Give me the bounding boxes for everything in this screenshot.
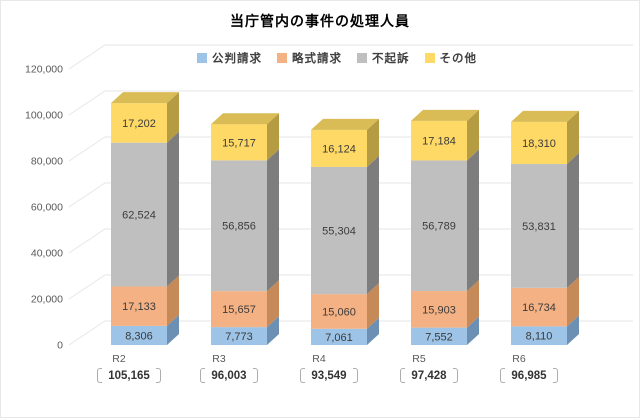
bar-segment-front — [411, 327, 467, 345]
legend-label: 公判請求 — [212, 53, 262, 65]
data-label: 55,304 — [322, 226, 356, 238]
bar-top-face — [211, 113, 279, 125]
y-tick-label: 120,000 — [25, 64, 63, 76]
bar-segment-front — [211, 124, 267, 161]
bar-segment-front — [311, 294, 367, 329]
data-label: 56,789 — [422, 221, 456, 233]
legend-item-1: 略式請求 — [277, 50, 342, 66]
legend-swatch-icon — [197, 53, 207, 63]
bar-segment-side — [367, 118, 379, 167]
bar-segment-front — [311, 328, 367, 345]
legend-label: その他 — [439, 53, 477, 65]
data-label: 7,552 — [425, 331, 453, 343]
data-label: 56,856 — [222, 221, 256, 233]
legend-label: 略式請求 — [292, 53, 342, 65]
legend-item-3: その他 — [424, 50, 478, 66]
bar-segment-front — [111, 103, 167, 143]
bar-segment-side — [267, 280, 279, 328]
legend-swatch-icon — [357, 53, 367, 63]
data-label: 15,060 — [322, 306, 356, 318]
bar-segment-side — [467, 149, 479, 292]
chart-title: 当庁管内の事件の処理人員 — [230, 13, 410, 29]
bar-segment-side — [267, 113, 279, 161]
bar-segment-side — [567, 110, 579, 165]
bar-segment-side — [167, 131, 179, 287]
bar-segment-side — [567, 153, 579, 288]
bar-segment-front — [511, 326, 567, 345]
data-label: 7,061 — [325, 332, 353, 344]
legend-swatch-icon — [424, 53, 435, 63]
bar-segment-front — [111, 325, 167, 345]
chart-legend: 公判請求 略式請求 不起訴 その他 — [33, 50, 639, 66]
bar-segment-front — [111, 286, 167, 326]
bar-segment-side — [567, 276, 579, 327]
data-label: 16,124 — [322, 143, 356, 155]
bar-segment-front — [511, 287, 567, 327]
bar-segment-front — [411, 291, 467, 328]
data-label: 17,202 — [122, 118, 156, 130]
data-label: 15,657 — [222, 304, 256, 316]
bar-segment-side — [367, 317, 379, 345]
bar-top-face — [111, 92, 179, 104]
y-tick-label: 20,000 — [31, 294, 63, 306]
bar-top-face — [311, 118, 379, 130]
bar-segment-side — [467, 280, 479, 328]
bar-segment-front — [411, 120, 467, 161]
y-tick-label: 0 — [57, 340, 63, 352]
bar-segment-side — [367, 155, 379, 295]
bar-segment-front — [511, 164, 567, 288]
bar-segment-front — [111, 142, 167, 287]
data-label: 53,831 — [522, 221, 556, 233]
data-label: 16,734 — [522, 302, 556, 314]
data-label: 15,717 — [222, 137, 256, 149]
bar-segment-front — [511, 121, 567, 165]
y-tick-label: 40,000 — [31, 248, 63, 260]
bar-segment-front — [211, 327, 267, 345]
bar-segment-front — [411, 160, 467, 292]
data-label: 62,524 — [122, 210, 156, 222]
bar-segment-side — [467, 109, 479, 161]
bar-segment-side — [367, 283, 379, 329]
data-label: 8,110 — [526, 331, 553, 343]
bar-segment-side — [167, 92, 179, 143]
data-label: 17,184 — [422, 136, 456, 148]
data-label: 17,133 — [122, 301, 156, 313]
data-label: 8,306 — [125, 330, 153, 342]
y-tick-label: 80,000 — [31, 156, 63, 168]
legend-label: 不起訴 — [372, 53, 410, 65]
bar-top-face — [511, 110, 579, 122]
bar-segment-side — [567, 315, 579, 345]
legend-item-2: 不起訴 — [357, 50, 410, 66]
y-tick-label: 100,000 — [25, 110, 63, 122]
bar-segment-side — [167, 275, 179, 326]
bar-segment-side — [167, 314, 179, 345]
bar-segment-front — [211, 160, 267, 292]
bar-segment-side — [467, 316, 479, 345]
bar-segment-front — [311, 166, 367, 295]
gridline — [68, 90, 633, 116]
data-label: 18,310 — [522, 138, 556, 150]
bar-segment-front — [311, 129, 367, 167]
bar-top-face — [411, 109, 479, 121]
y-tick-label: 60,000 — [31, 202, 63, 214]
bar-segment-side — [267, 149, 279, 292]
bar-segment-front — [211, 291, 267, 328]
gridline — [68, 44, 633, 70]
bar-segment-side — [267, 316, 279, 345]
data-label: 7,773 — [225, 331, 253, 343]
legend-swatch-icon — [277, 53, 287, 63]
legend-item-0: 公判請求 — [197, 50, 262, 66]
data-label: 15,903 — [422, 304, 456, 316]
